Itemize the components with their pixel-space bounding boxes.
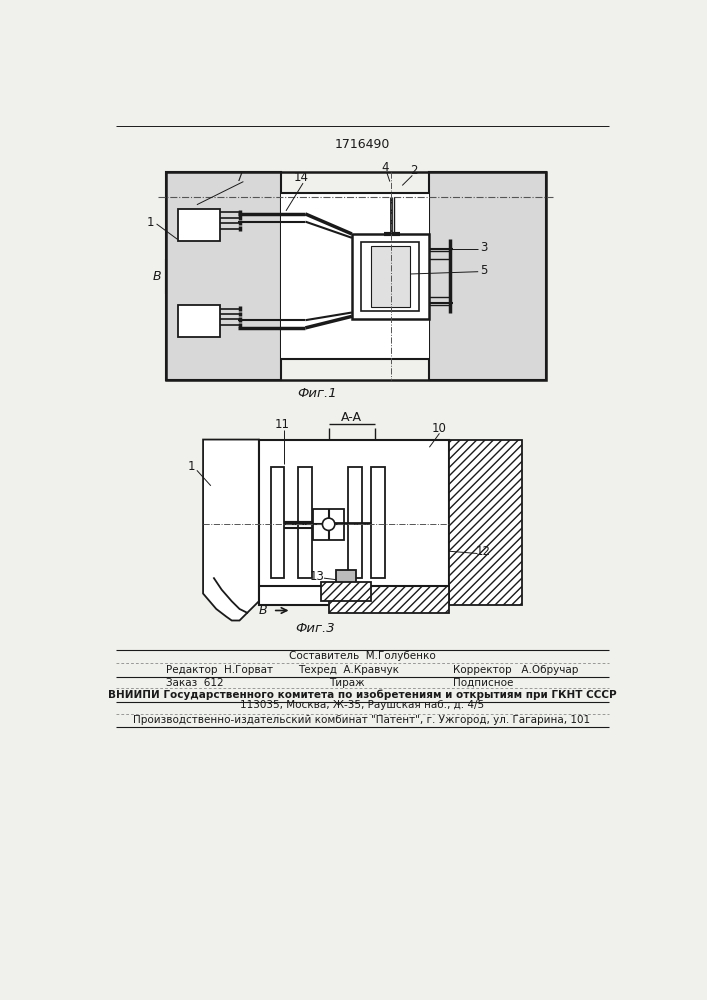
Text: 13: 13 [310,570,325,583]
Text: 7: 7 [235,171,243,184]
Text: Редактор  Н.Горват: Редактор Н.Горват [166,665,273,675]
Text: 3: 3 [480,241,487,254]
Text: Фиг.3: Фиг.3 [296,622,335,635]
Bar [352,234,429,319]
Bar [271,466,284,578]
Text: 5: 5 [480,264,487,277]
Bar [449,440,522,605]
Bar [321,582,371,601]
Text: 1: 1 [146,216,154,229]
Bar [298,466,312,578]
Bar [361,242,419,311]
Text: Фиг.1: Фиг.1 [297,387,337,400]
Bar [177,209,220,241]
Polygon shape [203,440,259,620]
Bar [348,466,362,578]
Bar [313,509,344,540]
Text: 12: 12 [476,545,491,558]
Text: 14: 14 [294,171,309,184]
Bar [281,193,429,359]
Text: Подписное: Подписное [452,678,513,688]
Bar [371,466,385,578]
Text: 10: 10 [432,422,447,434]
Text: 2: 2 [410,164,418,177]
Bar [429,172,546,380]
Text: Производственно-издательский комбинат "Патент", г. Ужгород, ул. Гагарина, 101: Производственно-издательский комбинат "П… [134,715,590,725]
Bar [371,246,410,307]
Text: B: B [152,270,161,283]
Text: Составитель  М.Голубенко: Составитель М.Голубенко [288,651,436,661]
Circle shape [322,518,335,530]
Text: ВНИИПИ Государственного комитета по изобретениям и открытиям при ГКНТ СССР: ВНИИПИ Государственного комитета по изоб… [107,690,617,700]
Text: 1: 1 [187,460,195,473]
Bar [166,172,281,380]
Bar [329,586,449,613]
Bar [259,440,449,605]
Bar [337,570,356,587]
Text: Техред  А.Кравчук: Техред А.Кравчук [298,665,399,675]
Text: B: B [259,604,267,617]
Bar [166,172,546,380]
Text: Корректор   А.Обручар: Корректор А.Обручар [452,665,578,675]
Bar [177,305,220,337]
Text: Заказ  612: Заказ 612 [166,678,223,688]
Text: Тираж: Тираж [329,678,364,688]
Text: A-A: A-A [341,411,363,424]
Text: 4: 4 [382,161,389,174]
Text: 113035, Москва, Ж-35, Раушская наб., д. 4/5: 113035, Москва, Ж-35, Раушская наб., д. … [240,700,484,710]
Text: 11: 11 [274,418,290,431]
Text: 1716490: 1716490 [334,138,390,151]
